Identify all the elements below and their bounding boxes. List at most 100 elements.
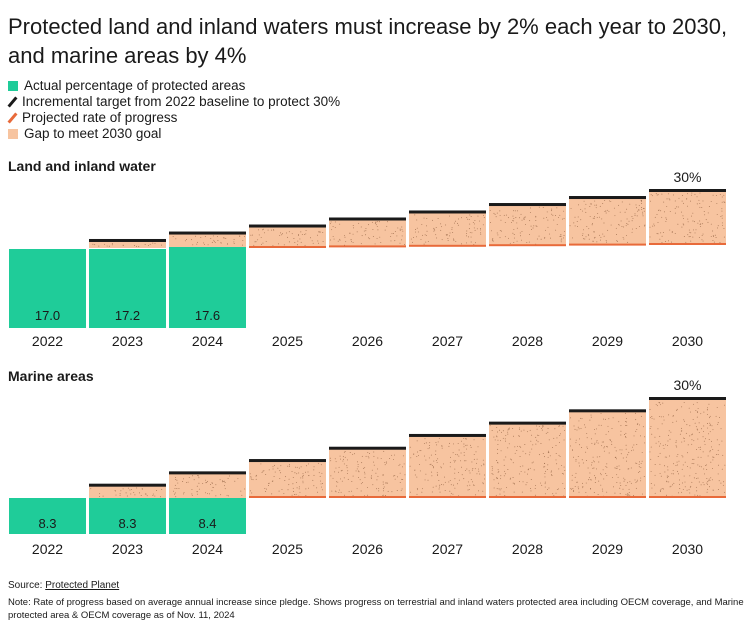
marine-gap-speck bbox=[570, 488, 572, 490]
land-gap-speck bbox=[401, 226, 403, 228]
marine-projected-2026 bbox=[329, 496, 406, 498]
marine-gap-speck bbox=[99, 493, 101, 495]
marine-gap-speck bbox=[126, 495, 128, 497]
marine-gap-speck bbox=[340, 470, 342, 472]
marine-gap-2025 bbox=[249, 461, 326, 498]
marine-gap-speck bbox=[436, 461, 438, 463]
land-gap-2026 bbox=[329, 219, 406, 247]
marine-gap-speck bbox=[351, 490, 353, 492]
land-gap-speck bbox=[661, 242, 663, 243]
marine-gap-speck bbox=[706, 469, 708, 470]
marine-gap-speck bbox=[514, 452, 516, 454]
marine-gap-speck bbox=[497, 444, 499, 446]
marine-gap-speck bbox=[522, 481, 524, 483]
marine-gap-speck bbox=[244, 488, 246, 490]
land-gap-speck bbox=[551, 208, 553, 210]
land-actual-bar-2023 bbox=[89, 249, 166, 328]
marine-gap-speck bbox=[692, 458, 694, 460]
marine-gap-speck bbox=[663, 447, 665, 449]
marine-gap-speck bbox=[529, 467, 531, 469]
marine-gap-speck bbox=[666, 494, 667, 496]
land-gap-texture-2026 bbox=[329, 221, 406, 246]
marine-gap-speck bbox=[622, 457, 624, 459]
marine-gap-speck bbox=[602, 441, 604, 443]
marine-gap-speck bbox=[435, 459, 437, 461]
marine-gap-speck bbox=[627, 468, 629, 470]
land-gap-speck bbox=[595, 207, 597, 209]
marine-gap-speck bbox=[265, 491, 267, 493]
land-gap-speck bbox=[337, 240, 339, 242]
land-gap-speck bbox=[154, 242, 156, 244]
land-target-2024 bbox=[169, 231, 246, 235]
marine-gap-speck bbox=[575, 460, 577, 462]
marine-gap-speck bbox=[520, 446, 522, 448]
marine-target-2029 bbox=[569, 409, 646, 413]
marine-gap-speck bbox=[531, 434, 533, 436]
marine-gap-speck bbox=[626, 425, 628, 427]
land-gap-speck bbox=[396, 235, 398, 237]
land-gap-2025 bbox=[249, 226, 326, 247]
land-gap-speck bbox=[530, 225, 532, 227]
land-gap-speck bbox=[597, 213, 599, 215]
land-gap-speck bbox=[560, 234, 562, 236]
marine-gap-speck bbox=[708, 480, 710, 482]
land-gap-speck bbox=[689, 236, 691, 237]
land-gap-speck bbox=[504, 236, 506, 238]
marine-gap-speck bbox=[627, 454, 629, 456]
marine-gap-speck bbox=[300, 466, 302, 468]
land-year-2023: 2023 bbox=[112, 333, 143, 349]
land-gap-speck bbox=[580, 219, 582, 221]
marine-gap-speck bbox=[558, 468, 560, 470]
marine-gap-texture-2028 bbox=[489, 425, 566, 498]
marine-gap-speck bbox=[454, 468, 456, 470]
land-gap-speck bbox=[666, 198, 668, 200]
land-gap-speck bbox=[559, 214, 561, 216]
marine-gap-speck bbox=[654, 474, 656, 476]
marine-gap-speck bbox=[556, 488, 558, 490]
land-gap-speck bbox=[212, 235, 214, 237]
marine-gap-speck bbox=[606, 446, 608, 448]
land-gap-speck bbox=[507, 217, 509, 219]
marine-gap-speck bbox=[603, 447, 605, 449]
marine-gap-speck bbox=[483, 463, 485, 465]
land-gap-speck bbox=[483, 216, 485, 218]
land-gap-speck bbox=[470, 236, 472, 238]
land-gap-speck bbox=[272, 245, 274, 247]
land-gap-speck bbox=[213, 240, 215, 242]
land-gap-speck bbox=[344, 236, 346, 238]
land-gap-speck bbox=[394, 240, 396, 242]
marine-gap-speck bbox=[454, 487, 456, 489]
marine-gap-speck bbox=[710, 446, 712, 448]
land-gap-speck bbox=[191, 239, 192, 241]
marine-gap-speck bbox=[683, 401, 685, 403]
marine-gap-speck bbox=[364, 471, 366, 473]
land-gap-speck bbox=[536, 225, 538, 227]
marine-gap-speck bbox=[470, 446, 472, 448]
marine-gap-speck bbox=[536, 439, 538, 441]
marine-gap-speck bbox=[689, 425, 691, 427]
marine-gap-speck bbox=[519, 435, 521, 437]
land-gap-speck bbox=[200, 236, 202, 238]
marine-gap-speck bbox=[717, 473, 719, 475]
marine-gap-speck bbox=[302, 480, 304, 482]
marine-gap-speck bbox=[651, 433, 653, 435]
marine-gap-speck bbox=[512, 435, 514, 437]
marine-gap-speck bbox=[497, 439, 499, 441]
marine-gap-speck bbox=[703, 425, 705, 427]
marine-target-2028 bbox=[489, 421, 566, 425]
land-gap-speck bbox=[582, 233, 584, 235]
land-gap-speck bbox=[658, 210, 660, 211]
source-link[interactable]: Protected Planet bbox=[45, 580, 120, 591]
marine-gap-speck bbox=[343, 458, 344, 460]
land-year-2030: 2030 bbox=[672, 333, 703, 349]
land-gap-speck bbox=[644, 225, 645, 227]
land-gap-speck bbox=[714, 234, 716, 236]
marine-gap-speck bbox=[317, 491, 318, 493]
marine-gap-speck bbox=[596, 456, 598, 458]
land-gap-speck bbox=[365, 228, 367, 230]
marine-gap-speck bbox=[628, 488, 630, 490]
marine-gap-speck bbox=[497, 478, 498, 479]
land-gap-speck bbox=[623, 226, 625, 228]
footnote: Note: Rate of progress based on average … bbox=[8, 597, 744, 621]
marine-gap-speck bbox=[635, 462, 637, 464]
